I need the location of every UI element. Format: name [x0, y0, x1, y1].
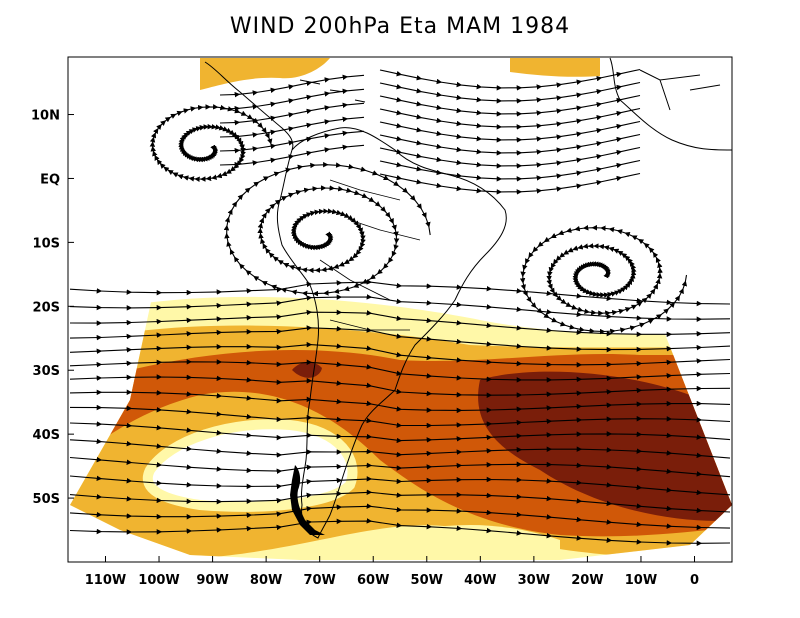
cyclone-streamline-pacific: [149, 104, 273, 182]
lat-tick-label: 20S: [33, 300, 60, 315]
lat-tick-label: 30S: [33, 364, 60, 379]
tropical-streamline: [379, 159, 641, 182]
cyclone-streamline-continent: [223, 161, 431, 297]
westerly-streamline: [69, 518, 731, 547]
lon-tick-label: 20W: [571, 573, 603, 588]
lat-tick-label: EQ: [40, 172, 60, 187]
tropical-streamline: [379, 146, 641, 169]
cyclone-streamline-atlantic: [519, 224, 688, 335]
latitude-axis: 10N EQ 10S 20S 30S 40S 50S: [31, 109, 74, 507]
tropical-streamline: [379, 107, 641, 130]
lon-tick-label: 30W: [518, 573, 550, 588]
lat-tick-label: 10S: [33, 236, 60, 251]
westerly-streamline: [69, 475, 731, 496]
tropical-streamline: [379, 133, 641, 156]
lon-tick-label: 60W: [357, 573, 389, 588]
lat-tick-label: 10N: [31, 109, 60, 124]
tropical-streamline: [379, 120, 641, 143]
shade-top-right: [510, 58, 600, 77]
tropical-streamline: [379, 81, 641, 104]
tropical-streamline: [219, 88, 365, 112]
shade-top-left: [200, 58, 330, 90]
lon-tick-label: 80W: [250, 573, 282, 588]
lon-tick-label: 110W: [85, 573, 126, 588]
lon-tick-label: 90W: [196, 573, 228, 588]
lat-tick-label: 40S: [33, 428, 60, 443]
lon-tick-label: 100W: [138, 573, 179, 588]
tropical-streamline: [219, 116, 365, 140]
tropical-streamline: [219, 144, 365, 168]
lon-tick-label: 10W: [625, 573, 657, 588]
africa-borders: [639, 69, 721, 111]
longitude-axis: 110W 100W 90W 80W 70W 60W 50W 40W 30W 20W 10W 0: [85, 556, 699, 588]
lon-tick-label: 50W: [411, 573, 443, 588]
tropical-streamline: [379, 94, 641, 117]
tropical-streamline: [379, 68, 641, 91]
northern-flow-streamlines: [219, 68, 641, 195]
westerly-streamline: [69, 456, 731, 478]
lon-tick-label: 70W: [303, 573, 335, 588]
lon-tick-label: 0: [690, 573, 699, 588]
map-frame: [67, 56, 733, 563]
map-title: WIND 200hPa Eta MAM 1984: [229, 14, 571, 39]
westerly-streamline: [69, 438, 731, 459]
wind-streamlines: [69, 68, 731, 547]
lon-tick-label: 40W: [464, 573, 496, 588]
lat-tick-label: 50S: [33, 492, 60, 507]
tropical-streamline: [379, 172, 641, 195]
